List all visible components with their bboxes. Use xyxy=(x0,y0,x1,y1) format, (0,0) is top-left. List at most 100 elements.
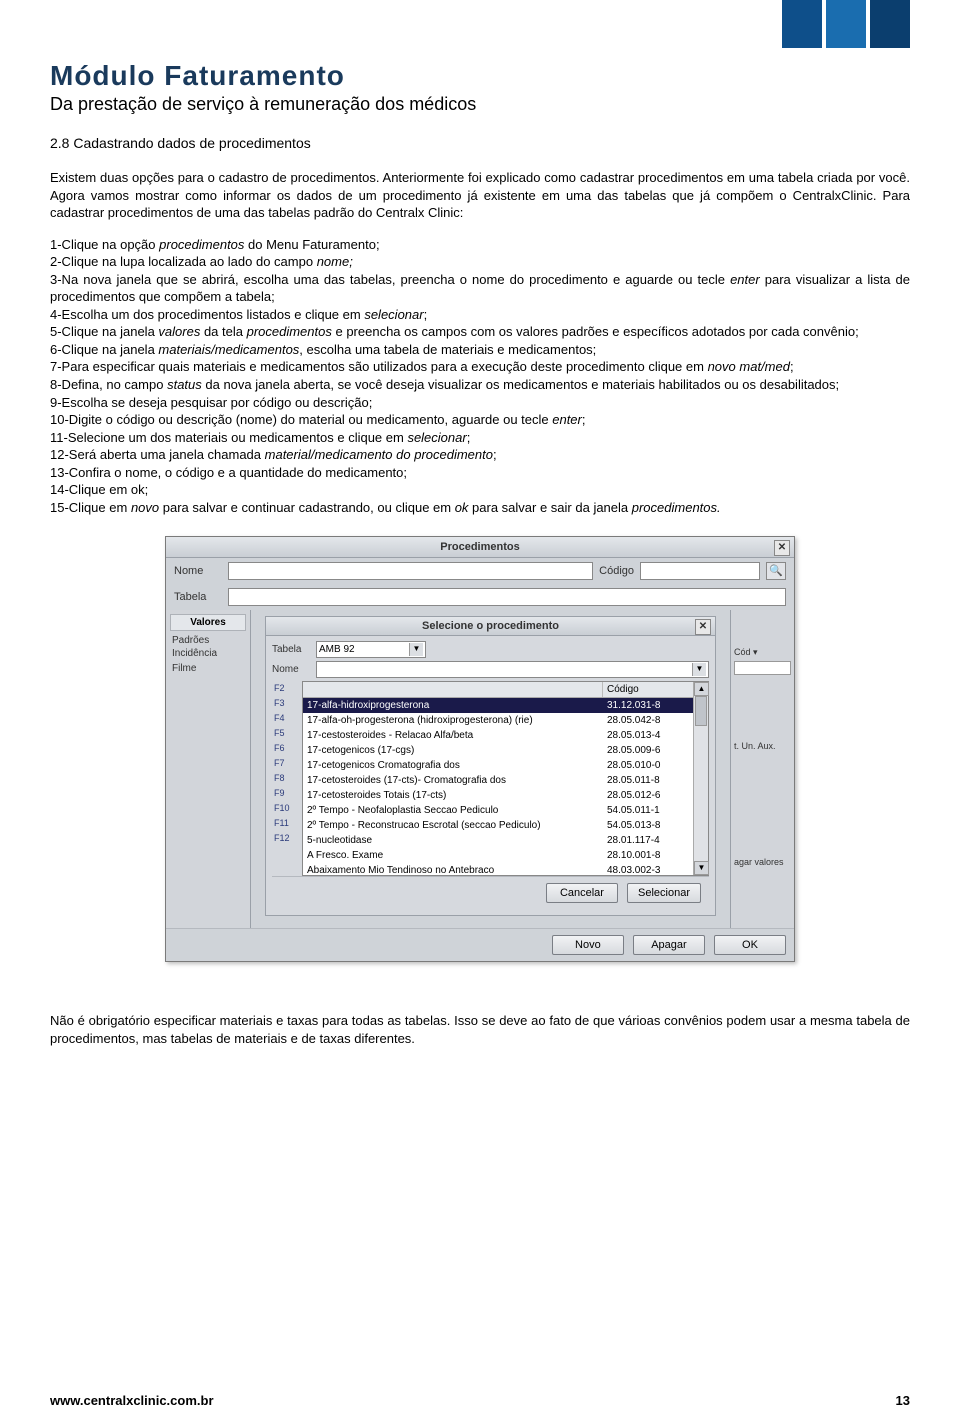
dialog-screenshot: Procedimentos ✕ Nome Código 🔍 Tabela Val… xyxy=(50,536,910,962)
accent-bar xyxy=(782,0,822,48)
scroll-up-icon[interactable]: ▲ xyxy=(694,682,709,696)
page-subtitle: Da prestação de serviço à remuneração do… xyxy=(50,94,910,115)
dialog-main: Selecione o procedimento ✕ Tabela AMB 92… xyxy=(251,610,730,928)
valores-item[interactable]: Incidência xyxy=(170,647,246,660)
list-item-code: 28.10.001-8 xyxy=(603,848,693,863)
nome-input[interactable] xyxy=(228,562,593,580)
list-item[interactable]: A Fresco. Exame28.10.001-8 xyxy=(303,848,693,863)
list-item-code: 28.05.012-6 xyxy=(603,788,693,803)
close-icon[interactable]: ✕ xyxy=(695,619,711,635)
list-item-name: 17-cetosteroides Totais (17-cts) xyxy=(303,788,603,803)
footnote: Não é obrigatório especificar materiais … xyxy=(50,1012,910,1047)
list-item-code: 54.05.013-8 xyxy=(603,818,693,833)
fkey-label: F5 xyxy=(272,726,300,741)
list-item-code: 28.05.009-6 xyxy=(603,743,693,758)
scrollbar[interactable]: ▲ ▼ xyxy=(693,682,708,875)
inner-dialog-title: Selecione o procedimento ✕ xyxy=(266,617,715,636)
footer-url: www.centralxclinic.com.br xyxy=(50,1393,214,1408)
apagar-button[interactable]: Apagar xyxy=(633,935,705,955)
chevron-down-icon: ▼ xyxy=(692,663,706,676)
dialog-titlebar: Procedimentos ✕ xyxy=(166,537,794,558)
accent-bar xyxy=(826,0,866,48)
list-item[interactable]: 17-alfa-hidroxiprogesterona31.12.031-8 xyxy=(303,698,693,713)
tabela-input[interactable] xyxy=(228,588,786,606)
list-header-code: Código xyxy=(603,682,693,697)
inner-button-row: Cancelar Selecionar xyxy=(272,876,709,909)
page-footer: www.centralxclinic.com.br 13 xyxy=(50,1393,910,1408)
list-item-code: 28.05.011-8 xyxy=(603,773,693,788)
tabela-select[interactable]: AMB 92 ▼ xyxy=(316,641,426,658)
list-item[interactable]: 2º Tempo - Reconstrucao Escrotal (seccao… xyxy=(303,818,693,833)
accent-bar xyxy=(870,0,910,48)
list-item-code: 48.03.002-3 xyxy=(603,863,693,875)
list-item[interactable]: 17-cetogenicos Cromatografia dos28.05.01… xyxy=(303,758,693,773)
cod-input[interactable] xyxy=(734,661,791,675)
cancelar-button[interactable]: Cancelar xyxy=(546,883,618,903)
fkey-label: F2 xyxy=(272,681,300,696)
fkey-label: F12 xyxy=(272,831,300,846)
close-icon[interactable]: ✕ xyxy=(774,540,790,556)
list-header-name xyxy=(303,682,603,697)
list-item[interactable]: 17-cetosteroides (17-cts)- Cromatografia… xyxy=(303,773,693,788)
fkey-label: F6 xyxy=(272,741,300,756)
outer-button-row: Novo Apagar OK xyxy=(166,928,794,961)
list-item-code: 54.05.011-1 xyxy=(603,803,693,818)
procedimentos-dialog: Procedimentos ✕ Nome Código 🔍 Tabela Val… xyxy=(165,536,795,962)
valores-item[interactable]: Padrões xyxy=(170,634,246,647)
fkey-label: F11 xyxy=(272,816,300,831)
valores-item[interactable]: Filme xyxy=(170,662,246,675)
list-item[interactable]: 17-cetogenicos (17-cgs)28.05.009-6 xyxy=(303,743,693,758)
section-heading: 2.8 Cadastrando dados de procedimentos xyxy=(50,135,910,151)
list-item-name: 17-alfa-oh-progesterona (hidroxiprogeste… xyxy=(303,713,603,728)
dialog-title-text: Procedimentos xyxy=(440,541,519,553)
list-item-code: 28.01.117-4 xyxy=(603,833,693,848)
agar-valores-label[interactable]: agar valores xyxy=(734,857,791,867)
list-item-name: 5-nucleotidase xyxy=(303,833,603,848)
scroll-down-icon[interactable]: ▼ xyxy=(694,861,709,875)
list-item-code: 31.12.031-8 xyxy=(603,698,693,713)
header-accent-bars xyxy=(782,0,910,48)
list-item[interactable]: 17-cetosteroides Totais (17-cts)28.05.01… xyxy=(303,788,693,803)
list-item[interactable]: 17-alfa-oh-progesterona (hidroxiprogeste… xyxy=(303,713,693,728)
list-item[interactable]: 5-nucleotidase28.01.117-4 xyxy=(303,833,693,848)
list-item-code: 28.05.010-0 xyxy=(603,758,693,773)
codigo-input[interactable] xyxy=(640,562,760,580)
ok-button[interactable]: OK xyxy=(714,935,786,955)
list-item[interactable]: 2º Tempo - Neofaloplastia Seccao Pedicul… xyxy=(303,803,693,818)
list-item-name: Abaixamento Mio Tendinoso no Antebraco xyxy=(303,863,603,875)
fkey-column: F2F3F4F5F6F7F8F9F10F11F12 xyxy=(272,681,300,876)
units-label: t. Un. Aux. xyxy=(734,741,791,751)
inner-tabela-label: Tabela xyxy=(272,644,312,655)
list-item-code: 28.05.042-8 xyxy=(603,713,693,728)
fkey-label: F4 xyxy=(272,711,300,726)
list-item-name: 2º Tempo - Neofaloplastia Seccao Pedicul… xyxy=(303,803,603,818)
tabela-label: Tabela xyxy=(174,591,222,603)
nome-label: Nome xyxy=(174,565,222,577)
fkey-label: F10 xyxy=(272,801,300,816)
list-item-name: 17-cetogenicos (17-cgs) xyxy=(303,743,603,758)
selecionar-button[interactable]: Selecionar xyxy=(627,883,701,903)
procedure-list[interactable]: Código 17-alfa-hidroxiprogesterona31.12.… xyxy=(303,682,693,875)
nome-select[interactable]: ▼ xyxy=(316,661,709,678)
list-item-code: 28.05.013-4 xyxy=(603,728,693,743)
valores-panel: Valores Padrões Incidência Filme xyxy=(166,610,251,928)
fkey-label: F8 xyxy=(272,771,300,786)
page-title: Módulo Faturamento xyxy=(50,60,910,92)
list-item-name: 17-cetogenicos Cromatografia dos xyxy=(303,758,603,773)
search-icon[interactable]: 🔍 xyxy=(766,562,786,580)
list-item[interactable]: Abaixamento Mio Tendinoso no Antebraco48… xyxy=(303,863,693,875)
inner-nome-label: Nome xyxy=(272,664,312,675)
tabela-select-value: AMB 92 xyxy=(319,644,355,655)
list-item[interactable]: 17-cestosteroides - Relacao Alfa/beta28.… xyxy=(303,728,693,743)
scroll-thumb[interactable] xyxy=(695,696,707,726)
footer-page-number: 13 xyxy=(896,1393,910,1408)
cod-label: Cód ▾ xyxy=(734,647,791,658)
list-item-name: 17-cetosteroides (17-cts)- Cromatografia… xyxy=(303,773,603,788)
codigo-label: Código xyxy=(599,565,634,577)
list-item-name: 2º Tempo - Reconstrucao Escrotal (seccao… xyxy=(303,818,603,833)
fkey-label: F3 xyxy=(272,696,300,711)
valores-panel-title: Valores xyxy=(170,614,246,631)
novo-button[interactable]: Novo xyxy=(552,935,624,955)
chevron-down-icon: ▼ xyxy=(409,643,423,656)
right-side-panel: Cód ▾ t. Un. Aux. agar valores xyxy=(730,610,794,928)
